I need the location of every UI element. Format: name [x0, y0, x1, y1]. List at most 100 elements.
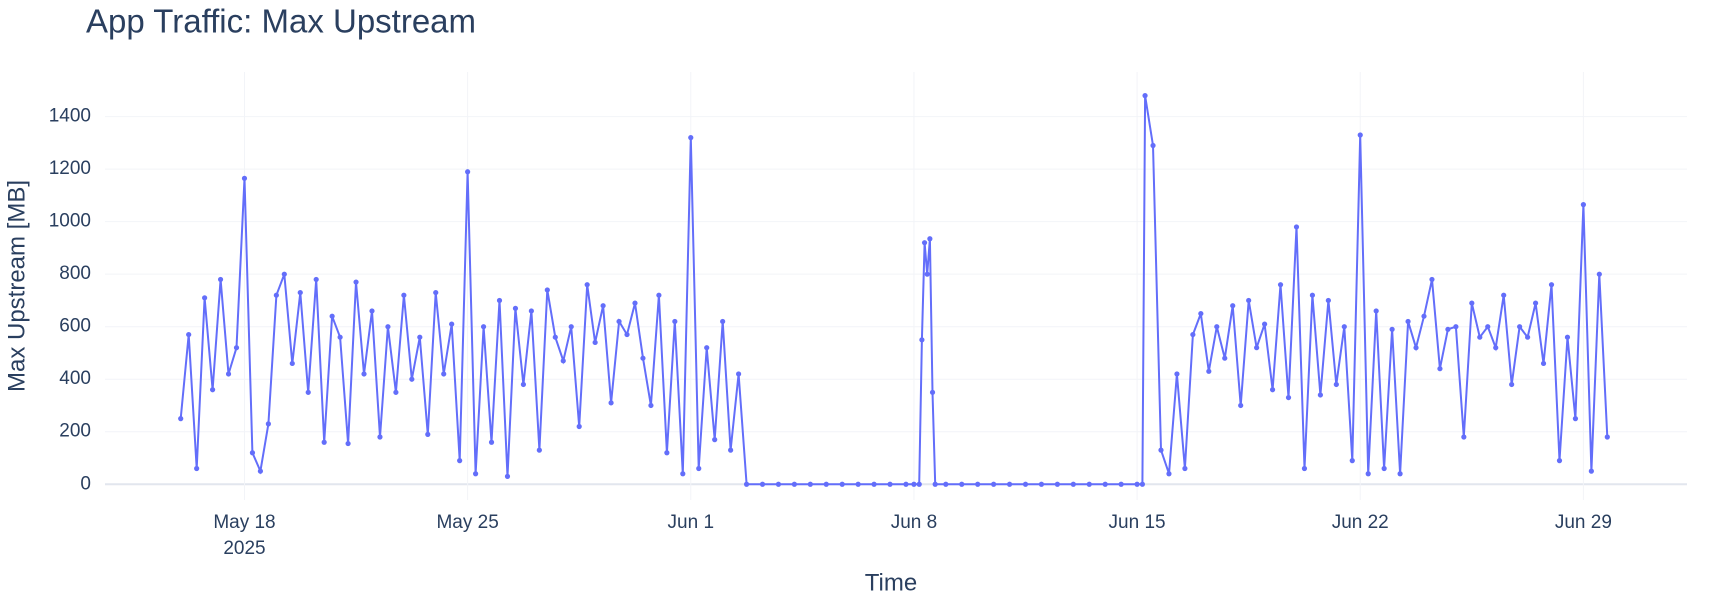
data-point	[1333, 381, 1339, 388]
data-point	[1421, 313, 1427, 319]
data-point	[1493, 345, 1499, 351]
data-point	[648, 402, 654, 409]
data-point	[1086, 481, 1092, 487]
data-point	[480, 324, 487, 330]
data-point	[1206, 368, 1212, 374]
data-point	[943, 481, 949, 487]
data-point	[361, 371, 367, 377]
data-point	[975, 481, 981, 487]
data-point	[680, 471, 686, 477]
data-point	[1070, 481, 1076, 487]
data-point	[1556, 458, 1563, 464]
data-point	[1405, 318, 1411, 325]
data-point	[1349, 458, 1355, 464]
data-point	[504, 473, 511, 479]
data-point	[265, 421, 271, 427]
data-point	[186, 331, 192, 338]
data-point	[759, 481, 766, 487]
y-tick-label: 1000	[49, 211, 91, 232]
data-point	[807, 481, 813, 487]
data-point	[1532, 300, 1539, 306]
data-point	[1485, 324, 1491, 330]
x-tick-label: May 25	[436, 512, 498, 533]
data-point	[313, 276, 319, 283]
data-point	[1357, 132, 1363, 138]
data-point	[1397, 471, 1403, 477]
data-point	[1325, 297, 1331, 304]
y-tick-label: 400	[59, 368, 91, 389]
y-tick-label: 600	[59, 316, 91, 337]
x-year-label: 2025	[223, 538, 265, 559]
data-point	[1238, 402, 1244, 409]
data-point	[1453, 324, 1459, 330]
data-point	[735, 371, 742, 377]
data-point	[1277, 282, 1284, 288]
data-point	[624, 331, 630, 338]
data-point	[1102, 481, 1108, 487]
data-point	[305, 389, 311, 395]
data-point	[257, 468, 264, 474]
y-axis-label: Max Upstream [MB]	[3, 180, 30, 392]
data-point	[921, 240, 928, 246]
data-point	[1190, 331, 1196, 338]
data-point	[1139, 481, 1145, 487]
data-point	[393, 389, 399, 395]
x-tick-label: Jun 15	[1109, 512, 1166, 533]
data-point	[916, 481, 922, 487]
data-point	[720, 318, 726, 325]
data-point	[959, 481, 965, 487]
data-point	[1182, 465, 1188, 472]
data-point	[608, 400, 614, 406]
data-point	[1301, 465, 1308, 472]
data-point	[496, 297, 503, 304]
data-point	[903, 481, 909, 487]
y-tick-label: 200	[59, 421, 91, 442]
data-point	[1548, 282, 1555, 288]
data-point	[401, 292, 407, 298]
x-tick-label: Jun 1	[668, 512, 714, 533]
data-line	[179, 95, 1609, 486]
data-point	[1477, 334, 1483, 340]
data-point	[1389, 326, 1395, 332]
data-point	[871, 481, 877, 487]
data-point	[823, 481, 829, 487]
data-point	[932, 481, 938, 487]
data-point	[791, 481, 797, 487]
data-point	[672, 318, 678, 325]
data-point	[377, 434, 383, 440]
data-point	[1254, 345, 1260, 351]
chart-title: App Traffic: Max Upstream	[86, 3, 476, 40]
data-point	[728, 447, 734, 453]
data-point	[337, 334, 343, 340]
data-point	[241, 175, 248, 181]
data-point	[217, 276, 224, 283]
x-tick-label: May 18	[213, 512, 275, 533]
data-point	[1469, 300, 1475, 306]
data-point	[592, 339, 598, 346]
data-point	[743, 481, 750, 487]
data-point	[924, 271, 930, 277]
data-point	[640, 355, 646, 361]
data-point	[409, 376, 415, 382]
data-point	[1174, 371, 1180, 377]
data-point	[1341, 324, 1347, 330]
data-point	[225, 371, 232, 377]
data-point	[1604, 434, 1610, 440]
x-tick-label: Jun 22	[1332, 512, 1389, 533]
data-point	[1429, 276, 1435, 283]
data-point	[887, 481, 893, 487]
data-point	[202, 295, 208, 301]
data-point	[1580, 202, 1586, 208]
data-point	[512, 305, 519, 311]
data-point	[1198, 310, 1204, 317]
x-axis-label: Time	[865, 569, 917, 596]
data-point	[991, 481, 997, 487]
data-point	[911, 481, 917, 487]
data-point	[1501, 292, 1507, 298]
data-point	[1564, 334, 1571, 340]
data-point	[488, 439, 495, 445]
data-point	[465, 169, 471, 175]
data-point	[425, 431, 431, 437]
data-point	[560, 358, 566, 364]
